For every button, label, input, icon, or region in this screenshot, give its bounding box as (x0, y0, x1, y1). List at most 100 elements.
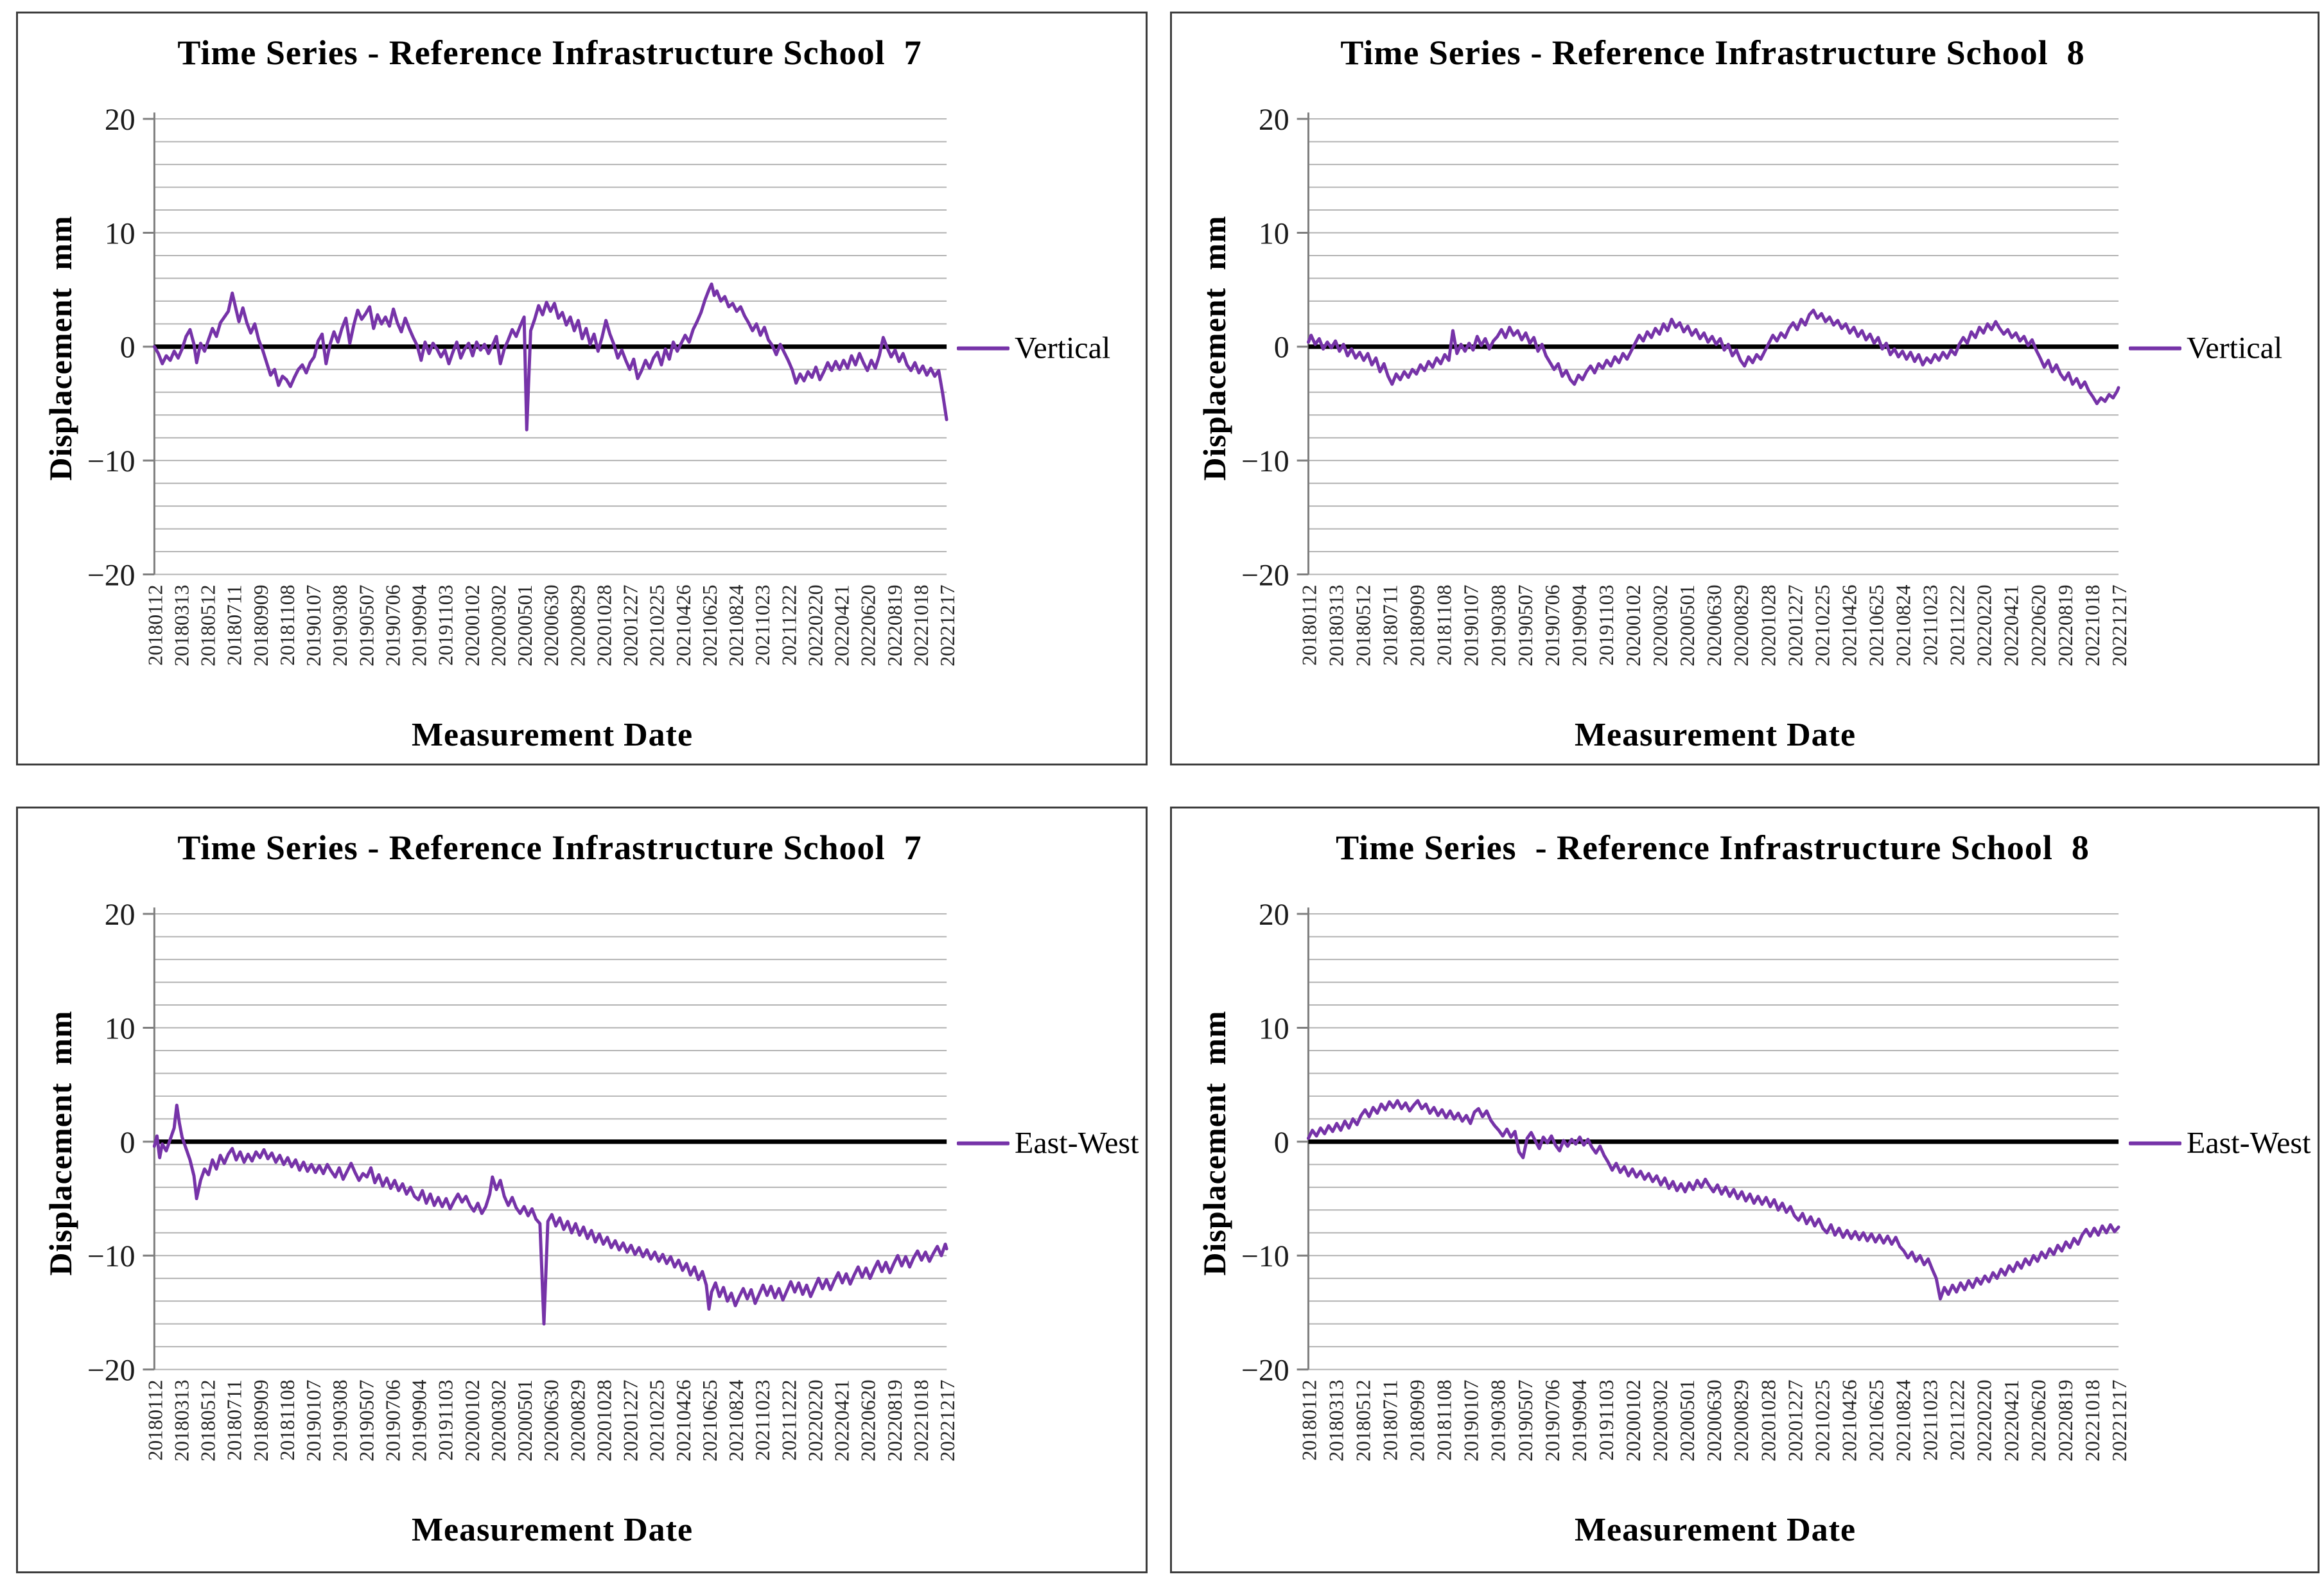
svg-text:20221217: 20221217 (936, 584, 959, 666)
svg-text:10: 10 (105, 216, 135, 250)
series-line-icon (957, 1141, 1009, 1145)
svg-text:20190107: 20190107 (302, 1380, 325, 1462)
svg-text:20: 20 (105, 898, 135, 932)
svg-text:20210625: 20210625 (1865, 1380, 1888, 1462)
svg-text:20221217: 20221217 (2108, 584, 2131, 666)
svg-text:20191103: 20191103 (1595, 584, 1618, 665)
svg-text:20210426: 20210426 (672, 584, 695, 666)
svg-text:20180909: 20180909 (1406, 1380, 1429, 1462)
svg-text:20201227: 20201227 (1784, 584, 1806, 666)
svg-text:20200302: 20200302 (487, 584, 510, 666)
svg-text:20190507: 20190507 (1514, 1380, 1537, 1462)
chart-panel-school8-vertical: Time Series - Reference Infrastructure S… (1170, 12, 2320, 765)
svg-text:20200102: 20200102 (1622, 584, 1645, 666)
svg-text:20220220: 20220220 (804, 584, 826, 666)
svg-text:20181108: 20181108 (276, 584, 299, 665)
svg-text:20210824: 20210824 (1892, 1379, 1915, 1461)
svg-text:20190706: 20190706 (1541, 584, 1564, 666)
svg-text:20181108: 20181108 (1433, 1380, 1456, 1461)
svg-text:−10: −10 (87, 444, 135, 478)
svg-text:20180313: 20180313 (1325, 1380, 1347, 1462)
svg-text:20220421: 20220421 (2000, 584, 2023, 666)
svg-text:0: 0 (120, 331, 135, 365)
svg-text:20180711: 20180711 (1379, 584, 1402, 665)
svg-text:20180711: 20180711 (223, 584, 246, 665)
chart-panel-school8-eastwest: Time Series - Reference Infrastructure S… (1170, 807, 2320, 1573)
svg-text:20200302: 20200302 (1649, 1380, 1672, 1462)
chart-title: Time Series - Reference Infrastructure S… (1340, 33, 2085, 72)
svg-text:20190904: 20190904 (1568, 1379, 1591, 1461)
svg-text:20190308: 20190308 (1487, 584, 1510, 666)
svg-text:20211023: 20211023 (1919, 1380, 1942, 1461)
svg-text:20190308: 20190308 (329, 1380, 351, 1462)
x-axis-title: Measurement Date (411, 1512, 694, 1548)
svg-text:−20: −20 (87, 558, 135, 592)
svg-text:20190706: 20190706 (381, 584, 404, 666)
chart-title: Time Series - Reference Infrastructure S… (1336, 828, 2090, 867)
svg-text:20220819: 20220819 (884, 584, 906, 666)
svg-text:0: 0 (1274, 331, 1289, 365)
svg-text:10: 10 (105, 1011, 135, 1045)
svg-text:20220620: 20220620 (2027, 1380, 2050, 1462)
svg-text:20201028: 20201028 (593, 1380, 615, 1462)
svg-text:20200501: 20200501 (514, 584, 536, 666)
svg-text:20210225: 20210225 (1811, 1380, 1833, 1462)
svg-text:20210824: 20210824 (1892, 584, 1915, 666)
legend: East-West (2129, 1126, 2311, 1161)
svg-text:20190308: 20190308 (329, 584, 351, 666)
svg-text:20180313: 20180313 (170, 1380, 193, 1462)
svg-text:20200630: 20200630 (540, 584, 563, 666)
svg-text:20211222: 20211222 (778, 1380, 800, 1461)
svg-text:20220620: 20220620 (857, 584, 880, 666)
svg-text:20220421: 20220421 (831, 584, 853, 666)
svg-text:20210225: 20210225 (646, 1380, 668, 1462)
svg-text:20220220: 20220220 (804, 1380, 826, 1462)
svg-text:20220620: 20220620 (857, 1380, 880, 1462)
x-axis-title: Measurement Date (411, 717, 694, 753)
svg-text:20180512: 20180512 (197, 1380, 220, 1462)
svg-text:20190107: 20190107 (302, 584, 325, 666)
svg-text:20190107: 20190107 (1460, 1380, 1483, 1462)
svg-text:20190308: 20190308 (1487, 1380, 1510, 1462)
svg-text:20180711: 20180711 (223, 1380, 246, 1461)
svg-text:20220220: 20220220 (1973, 1380, 1996, 1462)
svg-text:20220819: 20220819 (2054, 584, 2077, 666)
svg-text:−20: −20 (87, 1354, 135, 1388)
svg-text:20210625: 20210625 (699, 584, 721, 666)
svg-text:20221217: 20221217 (936, 1380, 959, 1462)
series-line-icon (2129, 346, 2181, 350)
svg-text:20200630: 20200630 (1703, 1380, 1726, 1462)
svg-text:20200630: 20200630 (540, 1380, 563, 1462)
series-line-icon (957, 346, 1009, 350)
svg-text:20190706: 20190706 (1541, 1380, 1564, 1462)
svg-text:20221018: 20221018 (910, 1380, 932, 1462)
svg-text:20200630: 20200630 (1703, 584, 1726, 666)
svg-text:20220819: 20220819 (2054, 1380, 2077, 1462)
svg-text:20220620: 20220620 (2027, 584, 2050, 666)
svg-text:20201028: 20201028 (1757, 584, 1779, 666)
svg-text:20: 20 (1259, 898, 1289, 932)
svg-text:20201227: 20201227 (1784, 1380, 1806, 1462)
series-line-icon (2129, 1141, 2181, 1145)
svg-text:20181108: 20181108 (276, 1380, 299, 1461)
svg-text:20190904: 20190904 (1568, 584, 1591, 666)
svg-text:20191103: 20191103 (1595, 1380, 1618, 1461)
svg-text:20220819: 20220819 (884, 1380, 906, 1462)
svg-text:20180512: 20180512 (1352, 584, 1375, 666)
svg-text:20211023: 20211023 (751, 1380, 774, 1461)
svg-text:−10: −10 (1241, 444, 1289, 478)
svg-text:20210426: 20210426 (1838, 584, 1860, 666)
svg-text:20190706: 20190706 (381, 1380, 404, 1462)
svg-text:20201227: 20201227 (620, 584, 642, 666)
svg-text:20211023: 20211023 (751, 584, 774, 665)
svg-text:20190904: 20190904 (408, 1379, 431, 1461)
svg-text:20: 20 (1259, 103, 1289, 137)
legend-label: East-West (2187, 1126, 2311, 1160)
svg-text:20210625: 20210625 (1865, 584, 1887, 666)
svg-text:20: 20 (105, 103, 135, 137)
svg-text:−10: −10 (1241, 1239, 1289, 1273)
